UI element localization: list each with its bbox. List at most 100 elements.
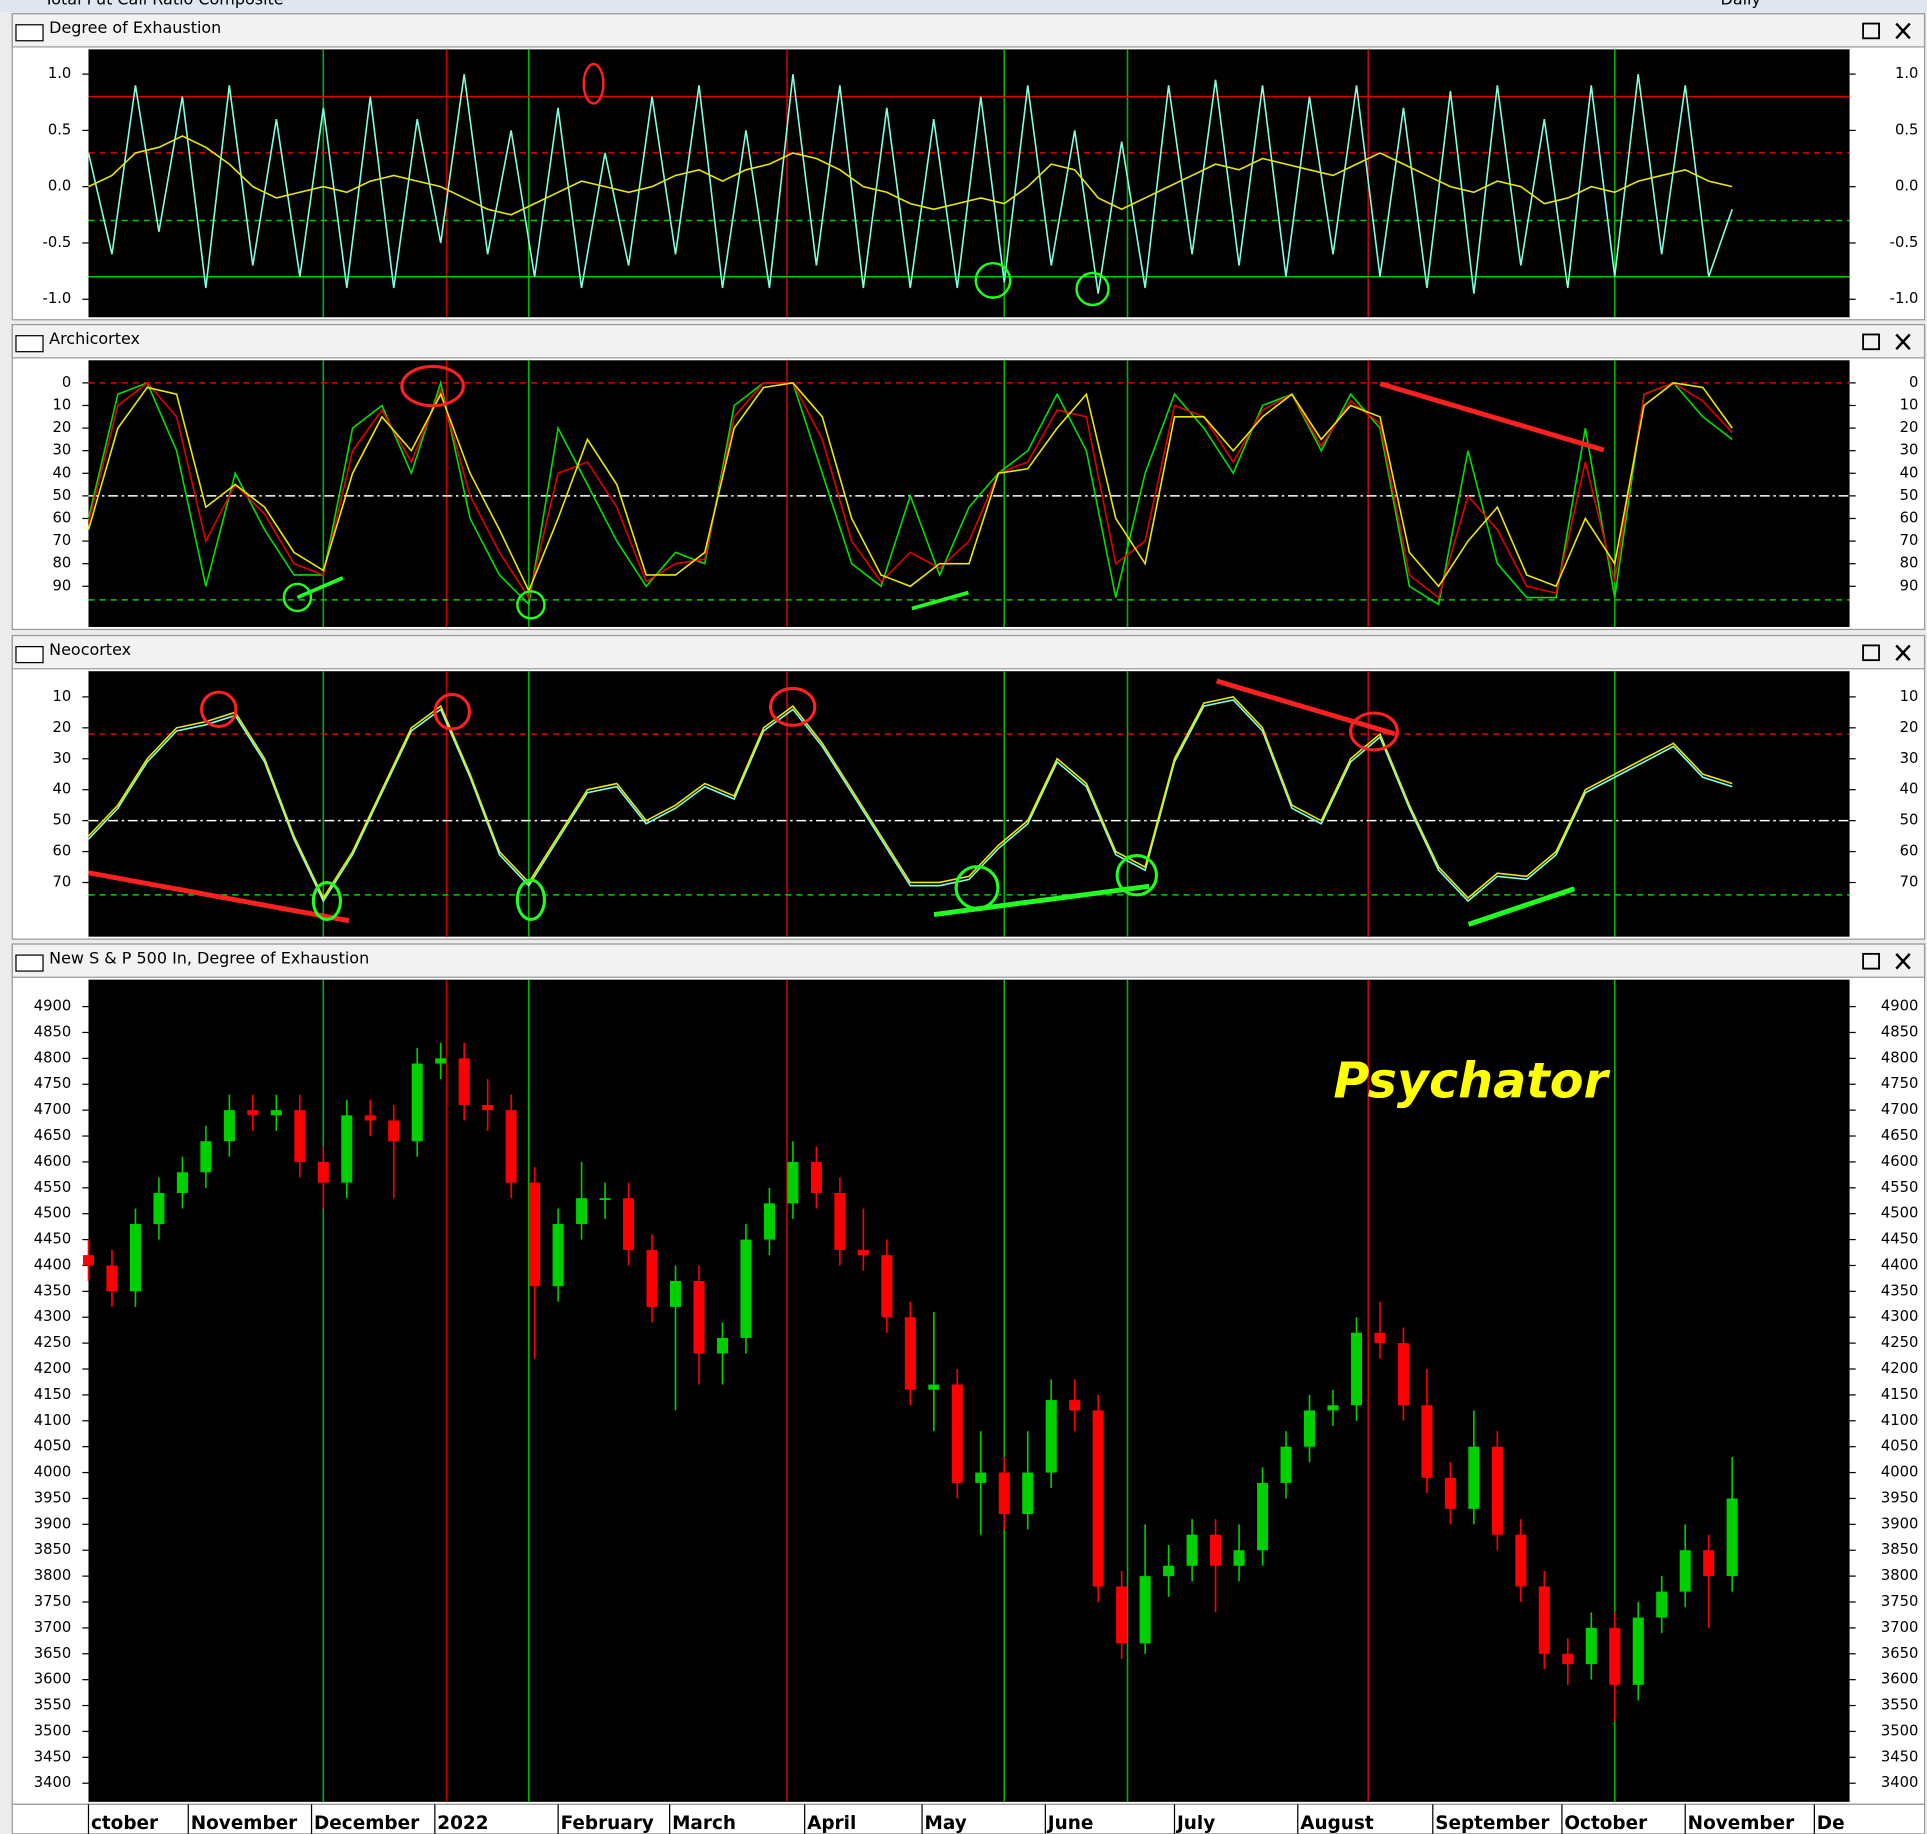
y-tick-label: 4700 [1881, 1101, 1919, 1118]
y-tick-label: 90 [1900, 577, 1919, 594]
y-tick-label: 4350 [1881, 1282, 1919, 1299]
y-tick-label: 4750 [1881, 1075, 1919, 1092]
plot-area [88, 360, 1850, 627]
y-tick-label: 90 [53, 577, 72, 594]
candle-body [1069, 1400, 1081, 1411]
x-tick-label: April [807, 1813, 856, 1834]
peak-circle [1349, 711, 1399, 752]
panel-icon [15, 646, 44, 664]
y-tick-label: 3500 [1881, 1722, 1919, 1739]
candle-body [1538, 1586, 1550, 1654]
candle-body [1703, 1550, 1715, 1577]
maximize-button[interactable] [1862, 952, 1880, 970]
candle-body [82, 1255, 95, 1266]
peak-circle [400, 364, 465, 408]
candle-body [1186, 1534, 1198, 1566]
y-tick-label: 4800 [34, 1049, 72, 1066]
y-tick-label: 3700 [34, 1619, 72, 1636]
y-tick-label: 3400 [34, 1774, 72, 1791]
panel-title-bar [11, 324, 1926, 359]
close-button[interactable] [1895, 644, 1911, 661]
y-tick-label: 40 [53, 464, 72, 481]
candle-body [435, 1058, 447, 1064]
y-tick-label: 4400 [1881, 1256, 1919, 1273]
candle-body [669, 1281, 682, 1307]
candle-body [364, 1115, 376, 1121]
y-tick-label: 80 [53, 555, 72, 572]
candle-body [247, 1110, 259, 1116]
candle-body [576, 1198, 588, 1225]
trough-circle [516, 590, 546, 620]
y-tick-label: 4150 [34, 1386, 72, 1403]
panel-icon [15, 954, 44, 972]
candle-body [881, 1255, 893, 1318]
candle-body [1397, 1343, 1409, 1406]
x-tick-label: May [925, 1813, 967, 1834]
peak-circle [769, 686, 817, 727]
candle-body [740, 1239, 752, 1338]
candle-body [1327, 1405, 1339, 1411]
y-tick-label: 4150 [1881, 1386, 1919, 1403]
indicator-line [87, 381, 1733, 600]
candle-body [834, 1192, 846, 1250]
candle-body [951, 1384, 963, 1483]
y-tick-label: 30 [53, 750, 72, 767]
y-tick-label: 50 [1900, 812, 1919, 829]
candle-body [552, 1224, 564, 1287]
candle-body [1374, 1332, 1386, 1344]
candle-body [153, 1192, 165, 1225]
trend-line [933, 883, 1150, 917]
x-tick-label: March [672, 1813, 736, 1834]
plot-area [88, 49, 1850, 318]
candle-body [270, 1110, 282, 1116]
y-tick-label: 1.0 [1895, 65, 1918, 82]
close-button[interactable] [1895, 333, 1911, 351]
y-tick-label: 50 [53, 812, 72, 829]
trend-line [296, 576, 344, 600]
y-tick-label: 4200 [1881, 1360, 1919, 1377]
y-tick-label: 4850 [1881, 1023, 1919, 1040]
y-tick-label: 3950 [34, 1489, 72, 1506]
candle-body [1609, 1627, 1621, 1685]
trough-circle [311, 881, 342, 921]
x-axis-strip [11, 1803, 1926, 1834]
candle-body [1632, 1617, 1644, 1685]
maximize-button[interactable] [1862, 644, 1880, 662]
maximize-button[interactable] [1862, 22, 1880, 40]
candle-body [857, 1249, 869, 1256]
close-button[interactable] [1895, 953, 1911, 970]
y-tick-label: 60 [53, 509, 72, 526]
x-tick-label: September [1435, 1813, 1550, 1834]
y-tick-label: 3950 [1881, 1489, 1919, 1506]
candle-body [1444, 1477, 1456, 1509]
y-tick-label: 3650 [34, 1645, 72, 1662]
y-tick-label: 4500 [1881, 1205, 1919, 1222]
y-tick-label: 70 [53, 532, 72, 549]
y-tick-label: 3750 [34, 1593, 72, 1610]
candle-body [341, 1115, 353, 1183]
y-tick-label: -0.5 [1890, 234, 1919, 251]
candle-body [623, 1198, 635, 1250]
y-tick-label: -1.0 [43, 290, 72, 307]
x-tick-label: December [314, 1813, 420, 1834]
x-tick-label: November [1688, 1813, 1795, 1834]
candle-body [1468, 1446, 1480, 1509]
y-tick-label: 4250 [34, 1334, 72, 1351]
x-tick-label: 2022 [437, 1813, 488, 1834]
x-tick-label: De [1817, 1813, 1845, 1834]
y-tick-label: 4450 [1881, 1231, 1919, 1248]
y-tick-label: 3650 [1881, 1645, 1919, 1662]
maximize-button[interactable] [1862, 333, 1880, 351]
y-tick-label: 4900 [34, 998, 72, 1015]
plot-area [88, 979, 1850, 1802]
x-tick-label: August [1300, 1813, 1374, 1834]
y-tick-label: 4650 [1881, 1127, 1919, 1144]
panel-title-bar [11, 13, 1926, 48]
y-tick-label: 10 [1900, 396, 1919, 413]
close-button[interactable] [1895, 22, 1911, 40]
panel-title-bar [11, 943, 1926, 978]
window-caption [0, 0, 1927, 13]
candle-body [975, 1472, 987, 1483]
y-tick-label: 50 [53, 487, 72, 504]
y-tick-label: 4650 [34, 1127, 72, 1144]
